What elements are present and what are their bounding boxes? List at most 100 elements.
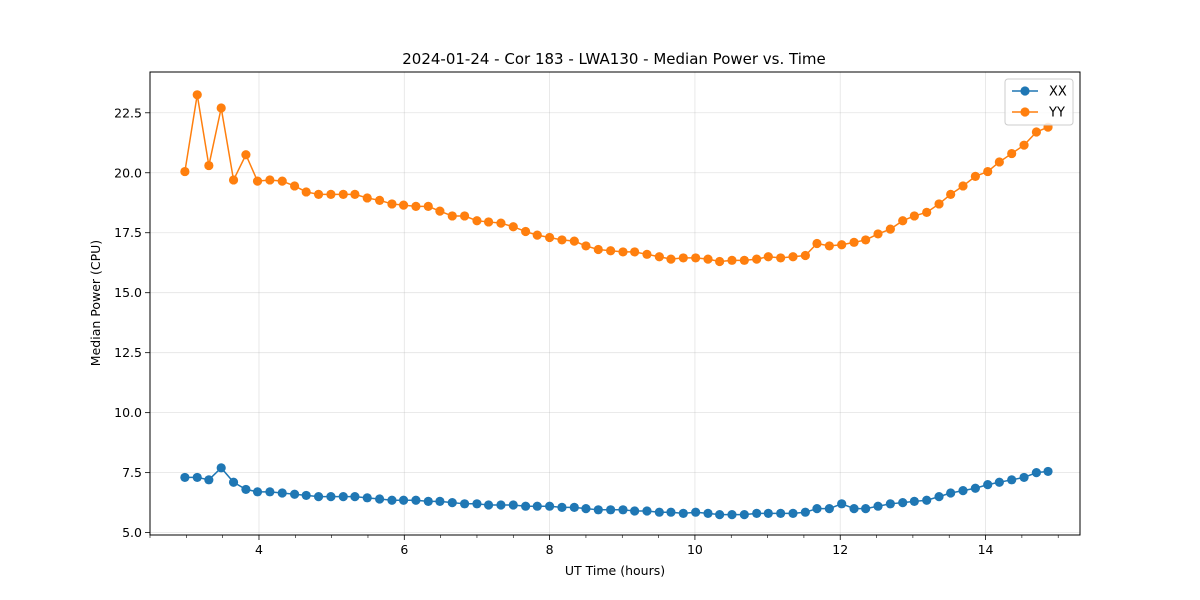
data-point-xx <box>350 492 360 502</box>
legend-label-yy: YY <box>1048 106 1065 121</box>
x-tick-label: 8 <box>546 542 554 557</box>
data-point-yy <box>934 199 944 209</box>
series-layer <box>180 90 1053 520</box>
data-point-xx <box>192 472 202 483</box>
legend-label-xx: XX <box>1049 85 1067 100</box>
data-point-xx <box>922 495 932 505</box>
x-tick-label: 12 <box>832 542 848 557</box>
data-point-xx <box>252 487 263 497</box>
data-point-xx <box>703 508 713 519</box>
data-point-xx <box>1007 475 1017 485</box>
data-point-xx <box>752 508 762 519</box>
data-point-yy <box>606 246 616 256</box>
data-point-xx <box>788 508 798 519</box>
grid <box>150 72 1080 535</box>
data-point-yy <box>654 252 664 262</box>
data-point-xx <box>338 492 348 502</box>
data-point-yy <box>265 175 275 185</box>
data-point-yy <box>630 247 640 257</box>
data-point-yy <box>849 237 859 247</box>
data-point-xx <box>776 508 786 519</box>
data-point-xx <box>727 510 737 520</box>
x-tick-label: 10 <box>687 542 703 557</box>
data-point-xx <box>180 472 190 483</box>
data-point-yy <box>970 171 980 181</box>
data-point-yy <box>532 230 542 240</box>
data-point-yy <box>824 241 834 251</box>
legend-marker-xx <box>1020 86 1030 96</box>
data-point-xx <box>1043 466 1053 477</box>
data-point-xx <box>861 504 871 514</box>
data-point-yy <box>593 244 603 255</box>
data-point-yy <box>715 256 725 267</box>
data-point-yy <box>387 199 397 209</box>
data-point-yy <box>496 218 506 228</box>
data-point-yy <box>837 240 847 250</box>
data-point-xx <box>581 504 591 514</box>
data-point-xx <box>618 505 628 515</box>
data-point-yy <box>752 254 762 264</box>
data-point-xx <box>301 490 311 501</box>
data-point-yy <box>350 189 360 199</box>
data-point-yy <box>362 193 372 203</box>
data-point-yy <box>545 232 555 243</box>
data-point-yy <box>301 187 311 197</box>
data-point-yy <box>1007 148 1017 159</box>
data-point-xx <box>909 496 919 507</box>
data-point-xx <box>812 504 822 514</box>
data-point-xx <box>374 494 385 504</box>
data-point-xx <box>545 501 555 511</box>
data-point-yy <box>192 90 202 100</box>
data-point-xx <box>228 477 239 487</box>
data-point-xx <box>837 499 847 509</box>
data-point-xx <box>387 495 397 505</box>
data-point-yy <box>508 222 518 232</box>
data-point-xx <box>398 495 409 505</box>
data-point-xx <box>411 495 421 505</box>
y-tick-label: 15.0 <box>114 285 142 300</box>
data-point-yy <box>642 249 652 259</box>
data-point-yy <box>423 201 433 211</box>
data-point-yy <box>946 189 956 199</box>
data-point-yy <box>521 226 531 237</box>
y-tick-label: 20.0 <box>114 165 142 180</box>
y-tick-label: 7.5 <box>122 465 142 480</box>
data-point-yy <box>1031 127 1042 137</box>
data-point-xx <box>958 486 968 496</box>
data-point-xx <box>532 501 542 511</box>
data-point-yy <box>447 211 457 221</box>
data-point-yy <box>216 103 226 113</box>
data-point-yy <box>727 255 737 265</box>
data-point-xx <box>654 507 664 517</box>
data-point-xx <box>277 488 287 498</box>
data-point-xx <box>460 499 470 509</box>
data-point-yy <box>569 236 579 246</box>
data-point-yy <box>994 157 1004 167</box>
data-point-xx <box>1031 468 1042 478</box>
data-point-xx <box>241 484 251 495</box>
data-point-xx <box>983 480 993 490</box>
data-point-yy <box>909 211 919 221</box>
axes: 4 6 8 10 12 14 5.0 7.5 10.0 12.5 15.0 17.5 20.0 22.5 <box>114 105 1059 557</box>
data-point-xx <box>606 505 616 515</box>
data-point-yy <box>313 189 324 199</box>
data-point-yy <box>326 189 336 199</box>
data-point-yy <box>763 252 773 262</box>
data-point-xx <box>763 508 773 519</box>
y-tick-label: 5.0 <box>122 525 142 540</box>
data-point-xx <box>642 506 652 516</box>
data-point-yy <box>922 207 932 217</box>
data-point-xx <box>569 502 579 513</box>
data-point-xx <box>496 500 506 510</box>
data-point-yy <box>618 247 628 257</box>
y-tick-label: 17.5 <box>114 225 142 240</box>
data-point-xx <box>216 463 226 473</box>
data-point-yy <box>228 175 239 185</box>
data-point-xx <box>521 501 531 511</box>
y-tick-label: 10.0 <box>114 405 142 420</box>
data-point-yy <box>241 150 251 160</box>
data-point-yy <box>861 235 871 245</box>
data-point-yy <box>435 206 445 216</box>
